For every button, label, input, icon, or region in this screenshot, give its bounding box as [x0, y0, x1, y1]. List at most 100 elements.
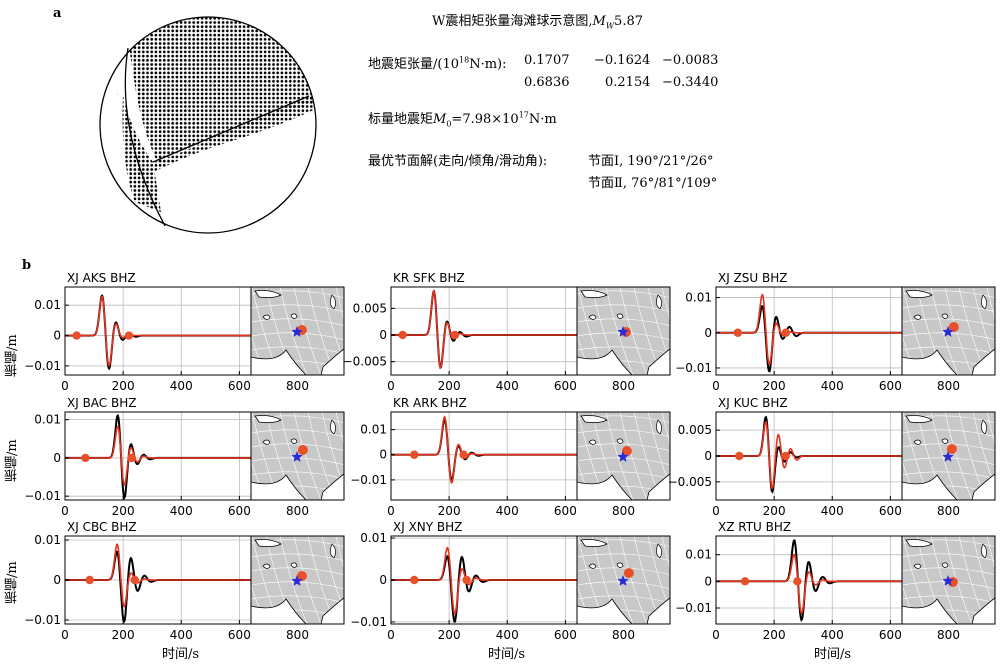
window-pick — [410, 450, 419, 459]
x-tick-label: 0 — [387, 628, 395, 642]
station-marker — [948, 322, 959, 332]
y-tick-label: 0 — [704, 449, 712, 463]
tensor-r1c2: −0.1624 — [594, 53, 651, 68]
station-marker — [623, 568, 634, 578]
synthetic-trace — [391, 289, 577, 370]
grid — [391, 412, 577, 500]
station-map — [250, 411, 345, 501]
station-map — [901, 286, 996, 376]
station-name: XZ RTU BHZ — [718, 520, 791, 534]
observed-trace — [391, 289, 577, 370]
xlabel-col3: 时间/s — [814, 647, 852, 662]
grid — [65, 412, 251, 500]
x-tick-label: 400 — [496, 379, 519, 393]
x-tick-label: 800 — [937, 628, 960, 642]
station-map — [576, 535, 671, 625]
grid — [391, 287, 577, 375]
y-tick-label: 0.005 — [353, 301, 387, 315]
x-tick-label: 600 — [879, 628, 902, 642]
window-pick — [733, 328, 742, 337]
synthetic-trace — [391, 415, 577, 484]
x-tick-label: 200 — [763, 628, 786, 642]
epicenter-star — [291, 326, 303, 337]
y-tick-label: 0.01 — [34, 413, 61, 427]
xlabel-col2: 时间/s — [488, 647, 526, 662]
y-tick-label: 0.01 — [360, 531, 387, 545]
x-tick-label: 200 — [438, 379, 461, 393]
y-tick-label: −0.01 — [675, 361, 712, 375]
station-marker — [621, 446, 632, 456]
station-name: XJ XNY BHZ — [393, 520, 462, 534]
x-tick-label: 200 — [438, 504, 461, 518]
nodal-plane-2: 节面Ⅱ, 76°/81°/109° — [588, 176, 718, 191]
synthetic-trace — [391, 546, 577, 616]
station-name: KR SFK BHZ — [393, 271, 465, 285]
synthetic-trace — [65, 425, 251, 487]
x-tick-label: 0 — [387, 504, 395, 518]
x-tick-label: 400 — [496, 504, 519, 518]
x-tick-label: 0 — [61, 379, 69, 393]
y-tick-label: −0.01 — [24, 489, 61, 503]
x-tick-label: 800 — [612, 504, 635, 518]
epicenter-star — [617, 575, 629, 586]
x-tick-label: 0 — [61, 628, 69, 642]
x-tick-label: 200 — [112, 379, 135, 393]
x-tick-label: 800 — [612, 628, 635, 642]
observed-trace — [716, 305, 902, 373]
observed-trace — [716, 415, 902, 494]
observed-trace — [65, 550, 251, 623]
epicenter-star — [291, 451, 303, 462]
x-tick-label: 400 — [170, 379, 193, 393]
window-pick — [740, 577, 750, 586]
grid — [716, 287, 902, 375]
tensor-r1c3: −0.0083 — [662, 53, 719, 68]
window-pick — [781, 451, 790, 461]
x-tick-label: 200 — [112, 504, 135, 518]
tensor-r2c3: −0.3440 — [662, 75, 719, 90]
x-tick-label: 0 — [387, 379, 395, 393]
station-map — [250, 286, 345, 376]
y-tick-label: 0.01 — [34, 298, 61, 312]
observed-trace — [65, 294, 251, 371]
window-pick — [81, 453, 90, 463]
window-pick — [450, 330, 460, 340]
plot-frame — [715, 286, 903, 376]
x-tick-label: 400 — [170, 504, 193, 518]
window-pick — [127, 453, 137, 463]
x-tick-label: 600 — [228, 504, 251, 518]
x-tick-label: 400 — [821, 504, 844, 518]
x-tick-label: 600 — [554, 504, 577, 518]
y-tick-label: 0 — [379, 573, 387, 587]
x-tick-label: 800 — [286, 504, 309, 518]
x-tick-label: 800 — [286, 628, 309, 642]
y-tick-label: 0.01 — [360, 423, 387, 437]
x-tick-label: 400 — [170, 628, 193, 642]
y-tick-label: −0.01 — [675, 601, 712, 615]
x-tick-label: 800 — [286, 379, 309, 393]
panel-b-label: b — [22, 258, 32, 273]
y-tick-label: 0.005 — [678, 423, 712, 437]
y-tick-label: −0.01 — [24, 359, 61, 373]
y-tick-label: 0 — [53, 573, 61, 587]
synthetic-trace — [716, 420, 902, 490]
x-tick-label: 400 — [821, 379, 844, 393]
epicenter-star — [617, 451, 629, 462]
station-map — [250, 535, 345, 625]
epicenter-star — [617, 326, 629, 337]
plot-frame — [64, 286, 252, 376]
tensor-r2c2: 0.2154 — [605, 75, 651, 90]
plot-frame — [390, 411, 578, 501]
x-tick-label: 200 — [438, 628, 461, 642]
synthetic-trace — [716, 293, 902, 366]
synthetic-trace — [65, 295, 251, 368]
nodal-plane-label: 最优节面解(走向/倾角/滑动角): — [368, 154, 548, 169]
epicenter-star — [942, 326, 954, 337]
x-tick-label: 200 — [763, 504, 786, 518]
station-name: XJ CBC BHZ — [67, 520, 137, 534]
window-pick — [85, 575, 94, 585]
y-tick-label: 0.01 — [34, 533, 61, 547]
